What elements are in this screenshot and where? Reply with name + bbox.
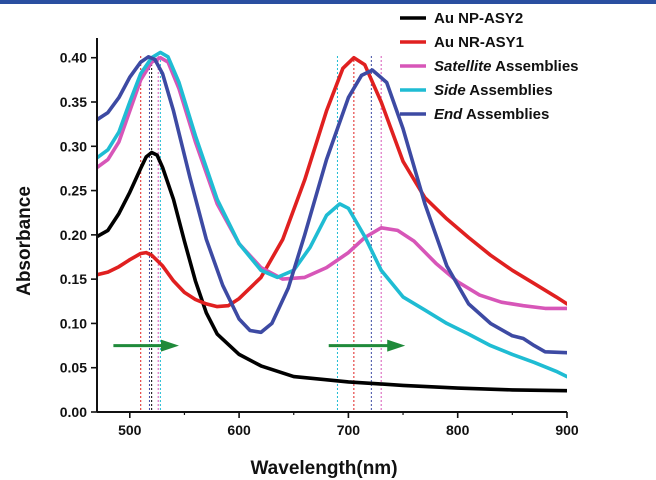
series-line-au-nr-asy1	[97, 55, 567, 309]
legend-item-satellite-assemblies: Satellite Assemblies	[400, 58, 579, 75]
y-axis-ticks: 0.00 0.05 0.10 0.15 0.20 0.25 0.30 0.35 0.40	[60, 50, 97, 420]
y-tick-label: 0.40	[60, 50, 87, 66]
legend-item-side-assemblies: Side Assemblies	[400, 82, 553, 99]
y-tick-label: 0.05	[60, 360, 87, 376]
series-line-side-assemblies	[97, 50, 567, 379]
x-tick-label: 500	[118, 422, 142, 438]
legend: Au NP-ASY2 Au NR-ASY1 Satellite Assemblies…	[400, 10, 579, 123]
legend-label: Au NP-ASY2	[434, 10, 523, 27]
y-tick-label: 0.10	[60, 315, 87, 331]
redshift-arrows	[113, 339, 406, 352]
y-axis-title: Absorbance	[14, 186, 35, 296]
legend-item-au-np-asy2: Au NP-ASY2	[400, 10, 523, 27]
legend-label: Au NR-ASY1	[434, 34, 524, 51]
x-tick-label: 900	[555, 422, 579, 438]
legend-label: Side Assemblies	[434, 82, 553, 99]
x-axis-title: Wavelength(nm)	[250, 458, 397, 479]
series-line-satellite-assemblies	[97, 55, 567, 311]
y-tick-label: 0.35	[60, 94, 87, 110]
y-tick-label: 0.00	[60, 404, 87, 420]
series-lines	[97, 50, 567, 393]
legend-item-au-nr-asy1: Au NR-ASY1	[400, 34, 524, 51]
legend-item-end-assemblies: End Assemblies	[400, 106, 549, 123]
axes	[96, 38, 567, 413]
x-tick-label: 600	[227, 422, 251, 438]
legend-label: End Assemblies	[434, 106, 549, 123]
shift-arrow	[113, 339, 179, 352]
x-tick-label: 700	[337, 422, 361, 438]
y-tick-label: 0.25	[60, 183, 87, 199]
x-axis-ticks: 500 600 700 800 900	[118, 412, 579, 438]
shift-arrow	[328, 339, 406, 352]
series-line-end-assemblies	[97, 55, 567, 355]
y-tick-label: 0.30	[60, 138, 87, 154]
peak-reference-lines	[140, 55, 382, 412]
y-tick-label: 0.20	[60, 227, 87, 243]
x-tick-label: 800	[446, 422, 470, 438]
top-border-rule	[0, 0, 656, 4]
series-line-au-np-asy2	[97, 150, 567, 393]
y-tick-label: 0.15	[60, 271, 87, 287]
legend-label: Satellite Assemblies	[434, 58, 579, 75]
